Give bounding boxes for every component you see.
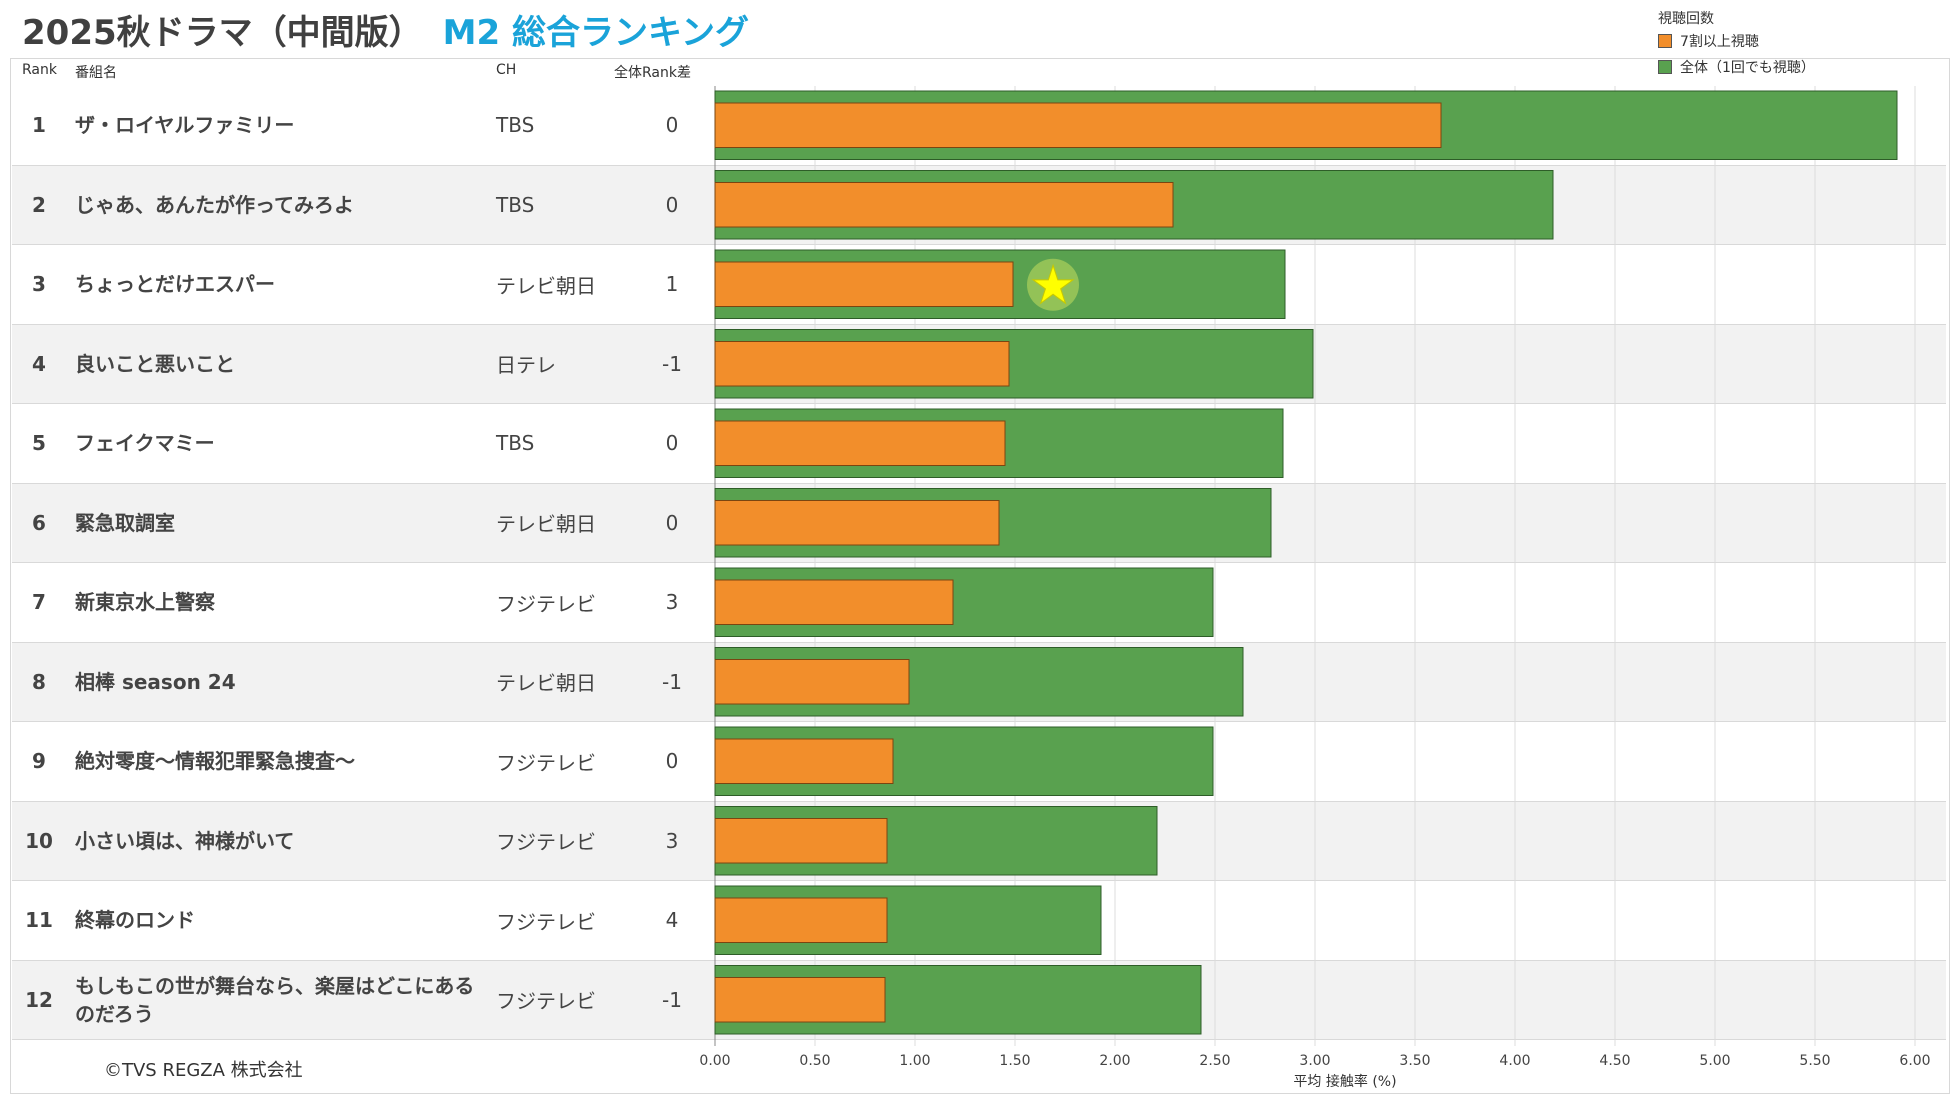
rank-cell: 11 <box>25 908 53 933</box>
bar-70pct <box>714 500 1000 546</box>
x-tick-label: 4.50 <box>1599 1053 1630 1069</box>
star-glow <box>1027 258 1079 311</box>
col-header-ch: CH <box>496 62 517 78</box>
legend-item-all: 全体（1回でも視聴） <box>1658 54 1815 80</box>
channel-cell: TBS <box>496 192 535 217</box>
channel-cell: フジテレビ <box>496 989 596 1014</box>
legend-title: 視聴回数 <box>1658 11 1714 27</box>
bar-70pct <box>714 182 1174 228</box>
title-cell: じゃあ、あんたが作ってみろよ <box>75 192 354 217</box>
title-cell: 絶対零度～情報犯罪緊急捜査～ <box>75 749 355 774</box>
title-cell: 緊急取調室 <box>75 510 175 535</box>
page-title: 2025秋ドラマ（中間版） M2 総合ランキング <box>22 10 749 56</box>
channel-cell: フジテレビ <box>496 909 596 934</box>
x-tick-label: 5.00 <box>1699 1053 1730 1069</box>
rank-diff-cell: 3 <box>665 828 679 853</box>
x-tick-label: 4.00 <box>1499 1053 1530 1069</box>
channel-cell: フジテレビ <box>496 830 596 855</box>
x-tick-label: 3.00 <box>1299 1053 1330 1069</box>
x-tick-label: 0.00 <box>699 1053 730 1069</box>
x-tick-label: 1.00 <box>899 1053 930 1069</box>
rank-cell: 8 <box>32 669 46 694</box>
star-icon: ★ <box>1030 256 1077 316</box>
rank-cell: 2 <box>32 192 46 217</box>
rank-cell: 12 <box>25 987 53 1012</box>
rank-diff-cell: -1 <box>662 669 682 694</box>
title-cell: ザ・ロイヤルファミリー <box>75 113 295 138</box>
channel-cell: TBS <box>496 431 535 456</box>
rank-diff-cell: 4 <box>665 908 679 933</box>
rank-diff-cell: -1 <box>662 351 682 376</box>
rank-diff-cell: 0 <box>665 192 679 217</box>
channel-cell: テレビ朝日 <box>496 671 596 696</box>
legend-label-all: 全体（1回でも視聴） <box>1680 60 1815 76</box>
channel-cell: テレビ朝日 <box>496 273 596 298</box>
legend-label-70pct: 7割以上視聴 <box>1680 34 1759 50</box>
channel-cell: テレビ朝日 <box>496 512 596 537</box>
rank-cell: 7 <box>32 590 46 615</box>
legend: 視聴回数 7割以上視聴 全体（1回でも視聴） <box>1658 8 1815 80</box>
rank-cell: 5 <box>32 431 46 456</box>
legend-item-70pct: 7割以上視聴 <box>1658 28 1815 54</box>
bar-70pct <box>714 579 954 625</box>
rank-diff-cell: 3 <box>665 590 679 615</box>
legend-swatch-orange <box>1658 34 1672 48</box>
rank-diff-cell: 0 <box>665 749 679 774</box>
x-tick-label: 0.50 <box>799 1053 830 1069</box>
rank-diff-cell: 0 <box>665 113 679 138</box>
x-tick-label: 2.50 <box>1199 1053 1230 1069</box>
col-header-title: 番組名 <box>75 65 117 81</box>
title-cell: もしもこの世が舞台なら、楽屋はどこにあるのだろう <box>75 973 475 1026</box>
title-cell: 良いこと悪いこと <box>75 351 235 376</box>
x-tick-label: 1.50 <box>999 1053 1030 1069</box>
bar-70pct <box>714 977 886 1023</box>
copyright: ©TVS REGZA 株式会社 <box>104 1060 303 1081</box>
bar-70pct <box>714 420 1006 466</box>
rank-diff-cell: 0 <box>665 431 679 456</box>
title-cell: 終幕のロンド <box>75 908 195 933</box>
title-main: 2025秋ドラマ（中間版） <box>22 13 423 53</box>
rank-cell: 10 <box>25 828 53 853</box>
legend-swatch-green <box>1658 60 1672 74</box>
title-accent: M2 総合ランキング <box>442 13 749 53</box>
bar-70pct <box>714 261 1014 307</box>
col-header-diff: 全体Rank差 <box>614 65 691 81</box>
x-tick-label: 5.50 <box>1799 1053 1830 1069</box>
bar-70pct <box>714 341 1010 387</box>
channel-cell: フジテレビ <box>496 591 596 616</box>
x-axis-label: 平均 接触率 (%) <box>1293 1074 1397 1090</box>
channel-cell: TBS <box>496 113 535 138</box>
col-header-rank: Rank <box>22 62 57 78</box>
x-tick-label: 3.50 <box>1399 1053 1430 1069</box>
bar-70pct <box>714 738 894 784</box>
rank-diff-cell: -1 <box>662 987 682 1012</box>
bar-70pct <box>714 659 910 705</box>
bar-70pct <box>714 818 888 864</box>
rank-cell: 3 <box>32 272 46 297</box>
title-cell: フェイクマミー <box>75 431 215 456</box>
x-tick-label: 2.00 <box>1099 1053 1130 1069</box>
rank-cell: 4 <box>32 351 46 376</box>
rank-cell: 1 <box>32 113 46 138</box>
title-cell: 新東京水上警察 <box>75 590 215 615</box>
title-cell: 小さい頃は、神様がいて <box>75 828 295 853</box>
bar-70pct <box>714 102 1442 148</box>
rank-cell: 6 <box>32 510 46 535</box>
channel-cell: フジテレビ <box>496 750 596 775</box>
title-cell: ちょっとだけエスパー <box>75 272 275 297</box>
rank-diff-cell: 1 <box>665 272 679 297</box>
x-tick-label: 6.00 <box>1899 1053 1930 1069</box>
bar-70pct <box>714 897 888 943</box>
rank-diff-cell: 0 <box>665 510 679 535</box>
title-cell: 相棒 season 24 <box>75 669 236 694</box>
rank-cell: 9 <box>32 749 46 774</box>
channel-cell: 日テレ <box>496 353 556 378</box>
